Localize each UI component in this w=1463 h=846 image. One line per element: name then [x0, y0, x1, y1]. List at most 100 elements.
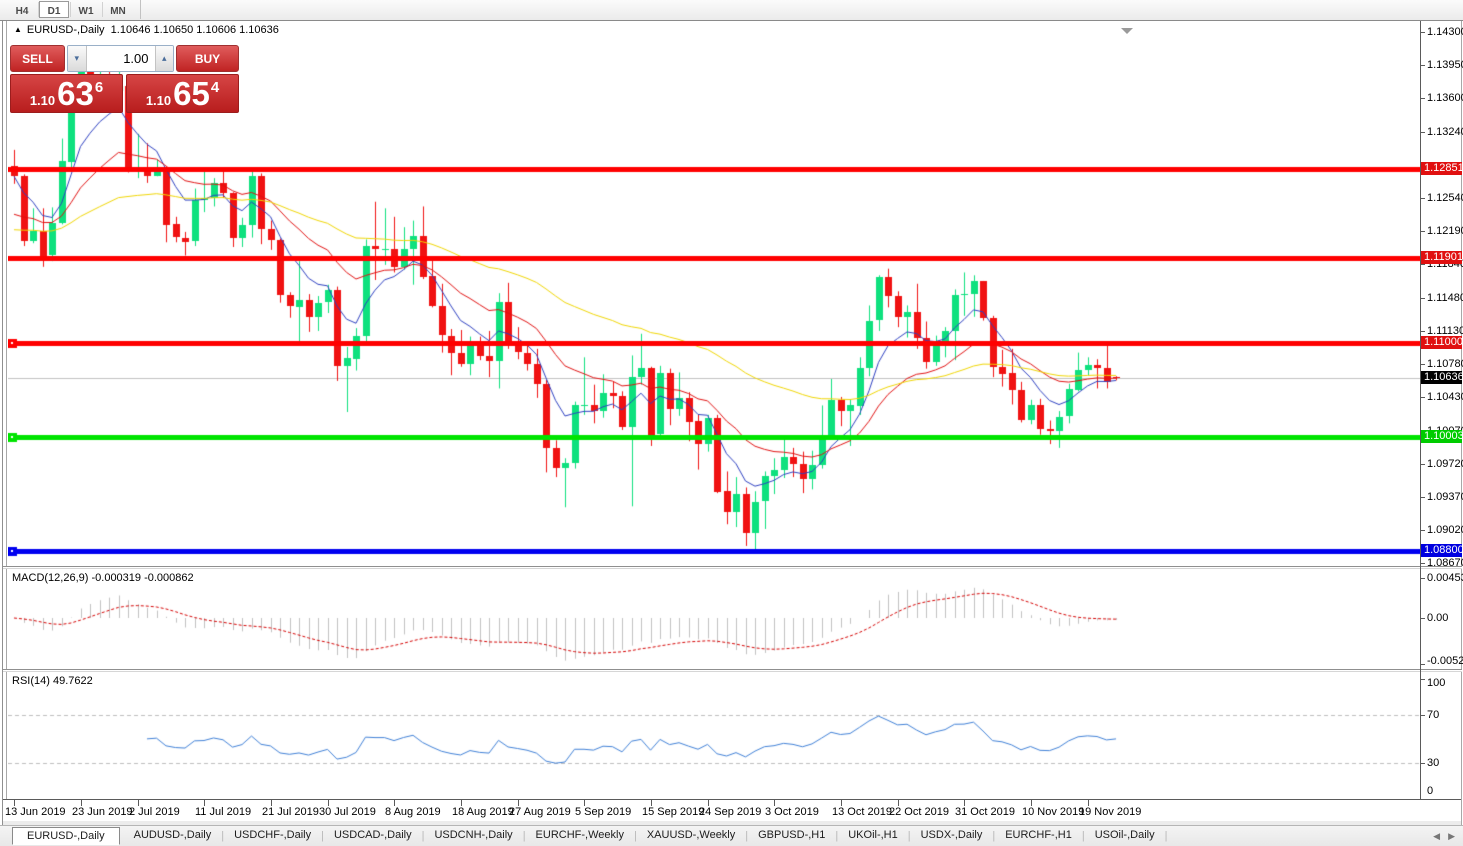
tab-separator: |	[522, 830, 526, 842]
tab-gbpusd-h1[interactable]: GBPUSD-,H1	[758, 829, 826, 841]
tab-separator: |	[1081, 830, 1085, 842]
time-axis-label: 5 Sep 2019	[575, 806, 632, 818]
tab-audusd-daily[interactable]: AUDUSD-,Daily	[133, 829, 212, 841]
price-axis-label: 1.08670	[1427, 557, 1463, 569]
time-axis-label: 3 Oct 2019	[765, 806, 819, 818]
price-axis-label: 1.09720	[1427, 458, 1463, 470]
timeframe-w1-button[interactable]: W1	[71, 1, 101, 18]
tab-scroll-right-icon[interactable]: ▶	[1448, 831, 1455, 841]
price-axis-tick	[1421, 331, 1425, 332]
chart-tabs: EURUSD-,Daily AUDUSD-,Daily | USDCHF-,Daily…	[0, 826, 1167, 846]
rsi-axis-label: 0	[1427, 785, 1434, 797]
chevron-up-icon: ▴	[161, 53, 167, 63]
macd-axis-tick	[1421, 664, 1425, 665]
sell-price-box[interactable]: 1.10 63 6	[10, 74, 123, 113]
current-price-badge: 1.10636	[1421, 371, 1463, 384]
chart-shift-icon[interactable]	[1121, 28, 1133, 34]
time-axis-label: 2 Jul 2019	[129, 806, 180, 818]
tab-usdcnh-daily[interactable]: USDCNH-,Daily	[434, 829, 513, 841]
volume-decrease-button[interactable]: ▾	[68, 46, 87, 71]
time-axis-tick	[81, 800, 82, 806]
tab-usdcad-daily[interactable]: USDCAD-,Daily	[333, 829, 412, 841]
sell-price-pips: 63	[57, 75, 94, 112]
price-level-badge: 1.11000	[1421, 336, 1463, 349]
toolbar-group-separator	[140, 0, 141, 19]
time-axis-label: 30 Jul 2019	[319, 806, 376, 818]
timeframe-d1-button[interactable]: D1	[39, 1, 69, 18]
tab-separator: |	[1164, 830, 1168, 842]
toolbar-separator	[38, 2, 39, 17]
macd-pane-canvas[interactable]	[8, 569, 1420, 669]
price-level-badge: 1.12851	[1421, 162, 1463, 175]
tab-eurchf-weekly[interactable]: EURCHF-,Weekly	[535, 829, 624, 841]
price-chart-canvas[interactable]	[8, 22, 1420, 566]
tab-separator: |	[421, 830, 425, 842]
price-axis-tick	[1421, 563, 1425, 564]
tab-separator: |	[992, 830, 996, 842]
buy-price-box[interactable]: 1.10 65 4	[126, 74, 239, 113]
buy-button[interactable]: BUY	[176, 45, 239, 72]
price-axis-tick	[1421, 32, 1425, 33]
pane-separator[interactable]	[3, 566, 1462, 569]
timeframe-mn-button[interactable]: MN	[103, 1, 133, 18]
tab-eurchf-h1[interactable]: EURCHF-,H1	[1005, 829, 1072, 841]
chart-ohlc-values: 1.10646 1.10650 1.10606 1.10636	[110, 24, 279, 36]
volume-increase-button[interactable]: ▴	[154, 46, 173, 71]
price-axis-tick	[1421, 464, 1425, 465]
price-axis-label: 1.10430	[1427, 391, 1463, 403]
time-axis-label: 21 Jul 2019	[262, 806, 319, 818]
window-bottom-strip	[3, 821, 1461, 826]
time-axis-label: 11 Jul 2019	[195, 806, 252, 818]
price-axis-line	[1420, 21, 1421, 819]
volume-input[interactable]	[86, 46, 155, 71]
price-axis-tick	[1421, 264, 1425, 265]
pane-separator[interactable]	[3, 669, 1462, 672]
tab-separator: |	[221, 830, 225, 842]
tab-separator: |	[745, 830, 749, 842]
sell-price-big-figure: 1.10	[29, 93, 56, 108]
time-axis-tick	[774, 800, 775, 806]
time-axis-label: 22 Oct 2019	[889, 806, 949, 818]
rsi-axis-label: 100	[1427, 677, 1446, 689]
rsi-pane-canvas[interactable]	[8, 672, 1420, 799]
price-axis-label: 1.13950	[1427, 59, 1463, 71]
toolbar-separator	[102, 2, 103, 17]
tab-ukoil-h1[interactable]: UKOil-,H1	[848, 829, 898, 841]
tab-usdchf-daily[interactable]: USDCHF-,Daily	[234, 829, 312, 841]
tab-usdx-daily[interactable]: USDX-,Daily	[920, 829, 983, 841]
time-axis-label: 23 Jun 2019	[72, 806, 133, 818]
sell-button[interactable]: SELL	[10, 45, 65, 72]
price-axis-tick	[1421, 98, 1425, 99]
price-axis-label: 1.11480	[1427, 292, 1463, 304]
time-axis-tick	[271, 800, 272, 806]
time-axis-tick	[328, 800, 329, 806]
price-level-badge: 1.11901	[1421, 251, 1463, 264]
time-axis[interactable]: 13 Jun 2019 23 Jun 2019 2 Jul 2019 11 Jul 2…	[3, 799, 1461, 821]
time-axis-label: 10 Nov 2019	[1022, 806, 1085, 818]
time-axis-tick	[841, 800, 842, 806]
tab-scroll-left-icon[interactable]: ◀	[1433, 831, 1441, 841]
time-axis-tick	[1088, 800, 1089, 806]
time-axis-tick	[584, 800, 585, 806]
macd-indicator-label: MACD(12,26,9) -0.000319 -0.000862	[12, 572, 194, 584]
time-axis-label: 24 Sep 2019	[699, 806, 762, 818]
price-axis-tick	[1421, 65, 1425, 66]
rsi-axis-label: 70	[1427, 709, 1440, 721]
time-axis-label: 13 Oct 2019	[832, 806, 892, 818]
tab-separator: |	[633, 830, 637, 842]
tab-xauusd-weekly[interactable]: XAUUSD-,Weekly	[646, 829, 736, 841]
price-axis-tick	[1421, 497, 1425, 498]
chart-symbol-label: EURUSD-,Daily	[26, 24, 105, 36]
rsi-axis-tick	[1421, 715, 1425, 716]
tab-eurusd-daily[interactable]: EURUSD-,Daily	[12, 826, 120, 845]
toolbar-separator	[70, 2, 71, 17]
time-axis-tick	[518, 800, 519, 806]
timeframe-toolbar: H4 D1 W1 MN	[0, 0, 1463, 21]
price-level-badge: 1.10003	[1421, 430, 1463, 443]
tab-usoil-daily[interactable]: USOil-,Daily	[1094, 829, 1155, 841]
window-right-border	[1461, 21, 1462, 826]
tick-direction-icon: ▲	[14, 25, 22, 34]
timeframe-h4-button[interactable]: H4	[7, 1, 37, 18]
macd-values: -0.000319 -0.000862	[91, 572, 194, 584]
